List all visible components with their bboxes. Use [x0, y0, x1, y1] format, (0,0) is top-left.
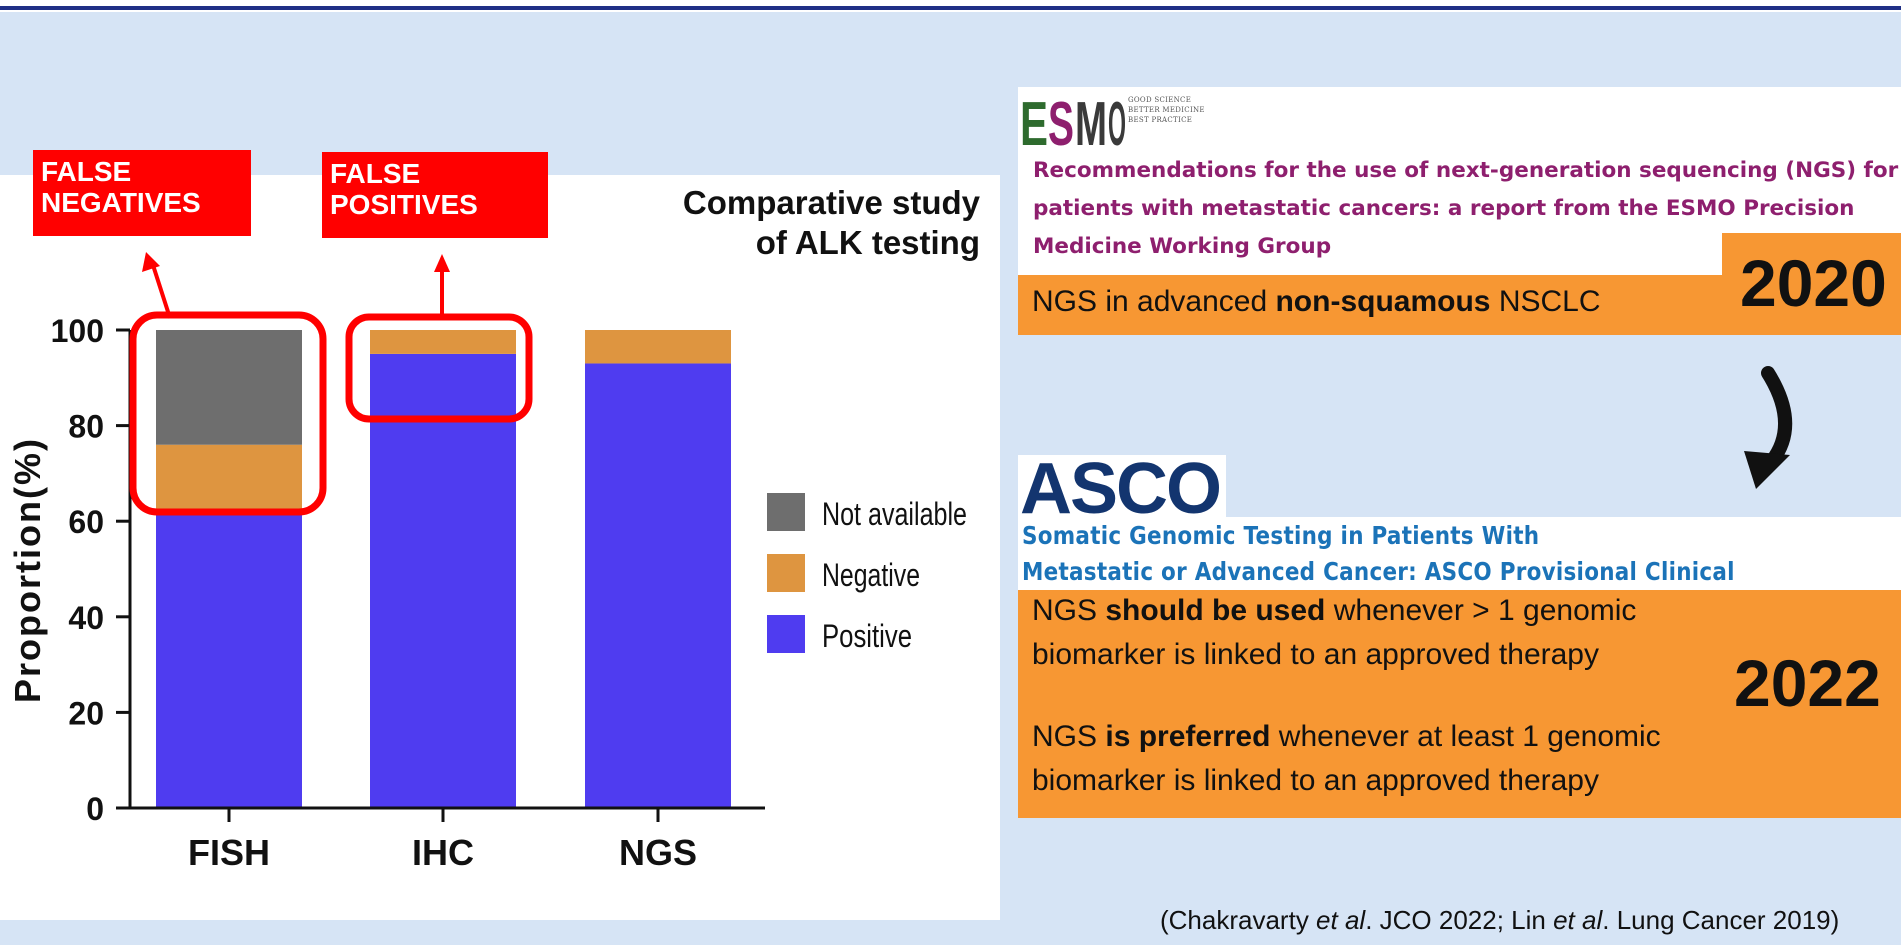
- svg-text:E: E: [1020, 90, 1048, 153]
- citation-part-3: . Lung Cancer 2019): [1602, 905, 1840, 935]
- false-positives-highlight: [345, 313, 533, 423]
- citation-italic-2: et al: [1553, 905, 1603, 935]
- esmo-box-bold: non-squamous: [1275, 285, 1491, 318]
- asco-line-1: NGS should be used whenever > 1 genomic: [1032, 594, 1636, 628]
- chart-title-line-2: of ALK testing: [755, 224, 980, 261]
- y-axis-label: Proportion(%): [7, 437, 48, 703]
- bar-ihc-positive: [370, 353, 516, 808]
- false-negatives-label: FALSE NEGATIVES: [33, 150, 251, 236]
- chart-title-line-1: Comparative study: [682, 184, 980, 221]
- asco-line-1-post: whenever > 1 genomic: [1325, 594, 1637, 627]
- bar-ngs-positive: [585, 363, 731, 808]
- bar-fish-not-available: [156, 330, 302, 445]
- esmo-tagline: GOOD SCIENCE BETTER MEDICINE BEST PRACTI…: [1128, 96, 1205, 124]
- esmo-box-text: NGS in advanced non-squamous NSCLC: [1032, 285, 1601, 319]
- bar-fish-positive: [156, 511, 302, 808]
- esmo-recommendation: Recommendations for the use of next-gene…: [1033, 158, 1899, 259]
- x-tick-label: IHC: [412, 832, 474, 873]
- citation-part-2: . JCO 2022; Lin: [1365, 905, 1554, 935]
- y-tick-label: 40: [68, 600, 104, 636]
- asco-logo: ASCO: [1018, 449, 1226, 529]
- asco-line-3-pre: NGS: [1032, 720, 1106, 753]
- asco-line-2: biomarker is linked to an approved thera…: [1032, 638, 1599, 671]
- asco-line-3-post: whenever at least 1 genomic: [1270, 720, 1661, 753]
- citation-part-1: (Chakravarty: [1160, 905, 1317, 935]
- stacked-bar-chart: FISH IHC NGS 0 20 40 60 80 100 Proportion(%) Not a…: [7, 252, 967, 873]
- y-tick-label: 80: [68, 409, 104, 445]
- legend-swatch: [767, 493, 805, 531]
- legend-label: Not available: [822, 496, 967, 532]
- bar-ihc-negative: [370, 330, 516, 354]
- false-negatives-arrow-line: [150, 261, 172, 319]
- citation-italic-1: et al: [1316, 905, 1366, 935]
- legend-swatch: [767, 554, 805, 592]
- false-positives-arrow-head: [434, 254, 450, 272]
- svg-text:S: S: [1048, 90, 1074, 153]
- svg-text:M: M: [1075, 90, 1107, 153]
- false-negatives-highlight: [129, 311, 327, 516]
- asco-title: Somatic Genomic Testing in Patients With…: [1022, 521, 1735, 622]
- x-tick-label: NGS: [619, 832, 697, 873]
- esmo-box-post: NSCLC: [1490, 285, 1601, 318]
- asco-highlight-box: NGS should be used whenever > 1 genomic …: [1018, 590, 1901, 818]
- bar-fish-negative: [156, 444, 302, 512]
- asco-line-1-bold: should be used: [1105, 594, 1326, 627]
- asco-line-4: biomarker is linked to an approved thera…: [1032, 764, 1599, 797]
- asco-title-background: [1018, 517, 1901, 590]
- y-tick-label: 20: [68, 695, 104, 731]
- false-negatives-arrow-head: [142, 252, 160, 272]
- curved-arrow-icon: [1744, 366, 1793, 489]
- asco-line-1-pre: NGS: [1032, 594, 1106, 627]
- asco-line-3-bold: is preferred: [1105, 720, 1271, 753]
- year-2020: 2020: [1722, 233, 1901, 335]
- citation: (Chakravarty et al. JCO 2022; Lin et al.…: [1160, 905, 1839, 936]
- y-tick-label: 0: [86, 791, 104, 827]
- asco-line-3: NGS is preferred whenever at least 1 gen…: [1032, 720, 1661, 754]
- svg-text:O: O: [1108, 90, 1126, 153]
- y-tick-label: 60: [68, 504, 104, 540]
- legend-label: Negative: [822, 557, 920, 593]
- y-tick-label: 100: [51, 313, 104, 349]
- esmo-logo: E S M O GOOD SCIENCE BETTER MEDICINE BES…: [1018, 87, 1238, 153]
- top-rule: [0, 6, 1901, 10]
- esmo-card: E S M O GOOD SCIENCE BETTER MEDICINE BES…: [1018, 87, 1901, 275]
- asco-logo-text: ASCO: [1020, 449, 1222, 529]
- chart-title: Comparative study of ALK testing: [560, 183, 980, 263]
- legend-label: Positive: [822, 618, 912, 654]
- false-positives-label: FALSE POSITIVES: [322, 152, 548, 238]
- x-tick-label: FISH: [188, 832, 270, 873]
- legend-swatch: [767, 615, 805, 653]
- esmo-logo-mark: E S M O: [1018, 87, 1128, 153]
- year-2022: 2022: [1734, 646, 1881, 720]
- esmo-box-pre: NGS in advanced: [1032, 285, 1276, 318]
- bar-ngs-negative: [585, 330, 731, 364]
